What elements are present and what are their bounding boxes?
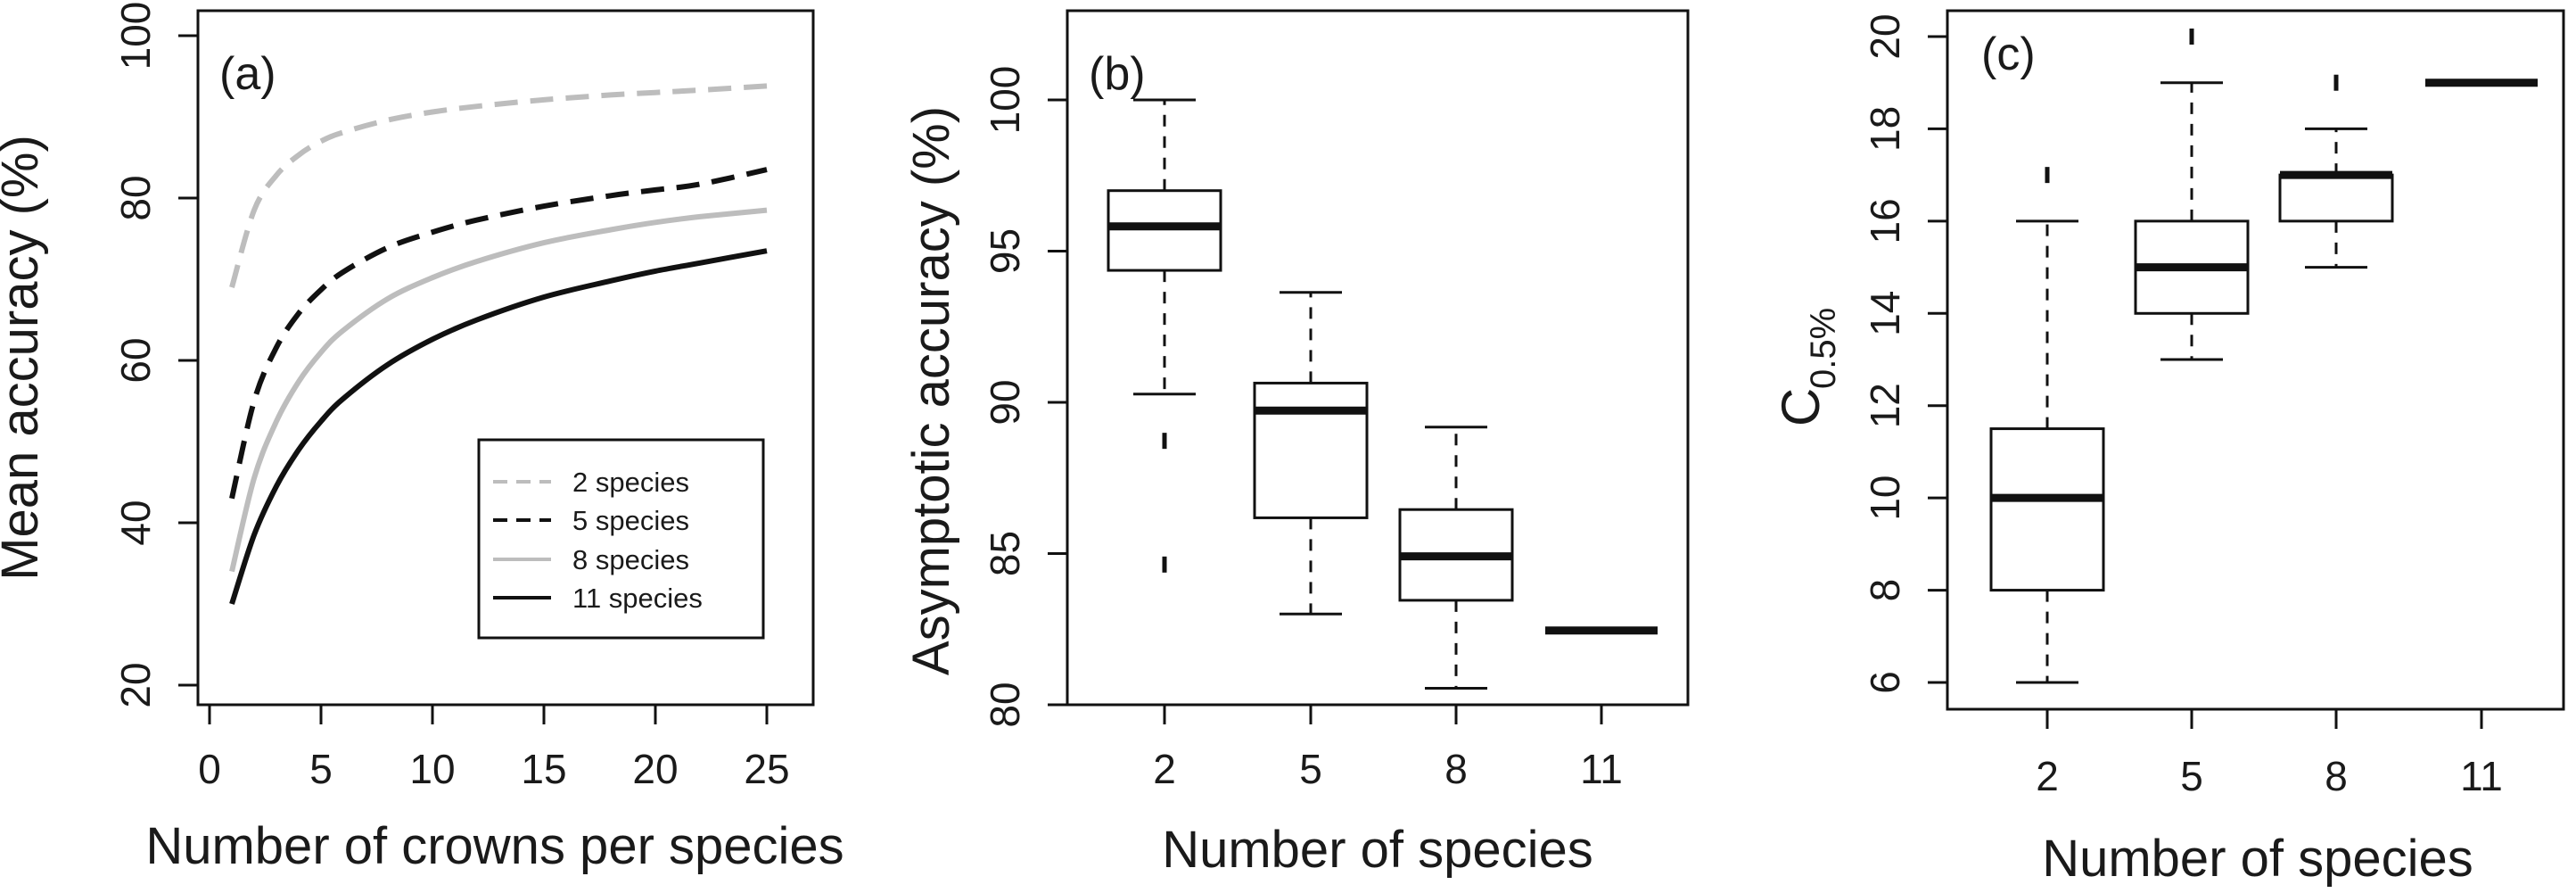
panel-b-box (1107, 189, 1222, 272)
legend-box (477, 438, 765, 640)
panel-c-x-tick-label: 5 (2180, 753, 2203, 799)
panel-c-boxes (1989, 29, 2538, 684)
panel-c-y-axis-title-main: C (1771, 388, 1831, 426)
panel-c-y-tick-label: 16 (1862, 198, 1908, 244)
panel-c-x-tick-label: 11 (2460, 753, 2503, 799)
panel-c-y-tick-label: 12 (1862, 383, 1908, 428)
panel-b-box (1253, 381, 1369, 519)
panel-c-box-plot: (c) 6 8 10 12 14 16 18 20 C 0.5% (1771, 9, 2565, 888)
panel-a-line-chart: (a) 20 40 60 80 100 Mean accuracy (%) 0 (0, 2, 844, 875)
panel-a-x-tick-label: 20 (632, 746, 678, 792)
panel-c-label: (c) (1981, 29, 2036, 80)
legend-label-8-species: 8 species (572, 544, 689, 575)
panel-c-y-tick-label: 6 (1862, 671, 1908, 694)
panel-a-label: (a) (219, 48, 276, 100)
panel-b-box-group-8 (1398, 426, 1514, 690)
series-line-2-species (229, 83, 768, 288)
series-line-11-species (229, 248, 768, 605)
panel-b-x-axis-title: Number of species (1162, 821, 1593, 879)
panel-c-x-axis: 2 5 8 11 (2036, 707, 2503, 799)
panel-c-y-tick-label: 14 (1862, 291, 1908, 336)
panel-b-box-plot: (b) 80 85 90 95 100 Asymptotic accuracy … (902, 9, 1690, 879)
panel-a-y-tick-label: 100 (112, 2, 159, 70)
panel-b-x-tick-label: 2 (1153, 746, 1176, 792)
panel-c-box-group-8 (2278, 74, 2394, 269)
legend-label-11-species: 11 species (572, 583, 703, 614)
panel-b-x-axis: 2 5 8 11 (1153, 703, 1623, 792)
panel-a-x-tick-label: 10 (409, 746, 455, 792)
panel-b-y-tick-label: 95 (982, 228, 1028, 274)
panel-c-y-axis-title: C 0.5% (1771, 308, 1843, 426)
panel-b-boxes (1107, 98, 1658, 690)
panel-b-label: (b) (1089, 48, 1146, 100)
panel-a-y-tick-label: 40 (112, 500, 159, 545)
panel-c-box-group-5 (2134, 29, 2250, 361)
panel-b-y-tick-label: 100 (982, 66, 1028, 135)
panel-b-x-tick-label: 11 (1580, 746, 1623, 792)
panel-b-y-tick-label: 85 (982, 531, 1028, 576)
panel-a-x-tick-label: 5 (309, 746, 333, 792)
panel-b-y-tick-label: 80 (982, 682, 1028, 727)
panel-a-x-tick-label: 25 (744, 746, 789, 792)
panel-c-y-axis-title-subscript: 0.5% (1804, 308, 1843, 389)
panel-a-x-tick-label: 0 (198, 746, 221, 792)
series-line-5-species (229, 167, 768, 500)
panel-b-x-tick-label: 8 (1444, 746, 1468, 792)
panel-c-x-tick-label: 8 (2325, 753, 2348, 799)
panel-b-box-group-2 (1107, 98, 1222, 573)
panel-c-y-axis: 6 8 10 12 14 16 18 20 (1862, 13, 1949, 694)
panel-c-box (2278, 173, 2394, 223)
panel-c-box (1989, 427, 2105, 592)
panel-a-series-group (229, 83, 768, 605)
panel-a-y-axis-title: Mean accuracy (%) (0, 135, 49, 581)
panel-a-y-tick-label: 80 (112, 175, 159, 220)
panel-b-frame (1066, 9, 1690, 707)
legend-label-2-species: 2 species (572, 467, 689, 498)
panel-c-y-tick-label: 8 (1862, 579, 1908, 602)
panel-a-y-axis: 20 40 60 80 100 (112, 2, 200, 708)
series-line-8-species (229, 207, 768, 573)
panel-c-box-group-2 (1989, 167, 2105, 684)
panel-a-x-tick-label: 15 (521, 746, 566, 792)
panel-b-box-group-5 (1253, 291, 1369, 616)
panel-a-legend: 2 species 5 species 8 species 11 species (477, 438, 765, 640)
panel-a-y-tick-label: 20 (112, 662, 159, 707)
legend-label-5-species: 5 species (572, 505, 689, 536)
panel-a-x-axis: 0 5 10 15 20 25 (198, 703, 790, 792)
panel-a-x-axis-title: Number of crowns per species (145, 817, 844, 875)
panel-c-y-tick-label: 20 (1862, 13, 1908, 59)
panel-b-y-axis-title: Asymptotic accuracy (%) (902, 106, 960, 675)
panel-b-y-tick-label: 90 (982, 379, 1028, 425)
panel-c-x-tick-label: 2 (2036, 753, 2059, 799)
panel-a-y-tick-label: 60 (112, 337, 159, 383)
panel-c-y-tick-label: 10 (1862, 475, 1908, 521)
panel-b-x-tick-label: 5 (1299, 746, 1322, 792)
panel-c-y-tick-label: 18 (1862, 106, 1908, 152)
panel-c-x-axis-title: Number of species (2042, 830, 2473, 888)
panel-c-frame (1946, 9, 2565, 711)
panel-b-y-axis: 80 85 90 95 100 (982, 66, 1069, 728)
